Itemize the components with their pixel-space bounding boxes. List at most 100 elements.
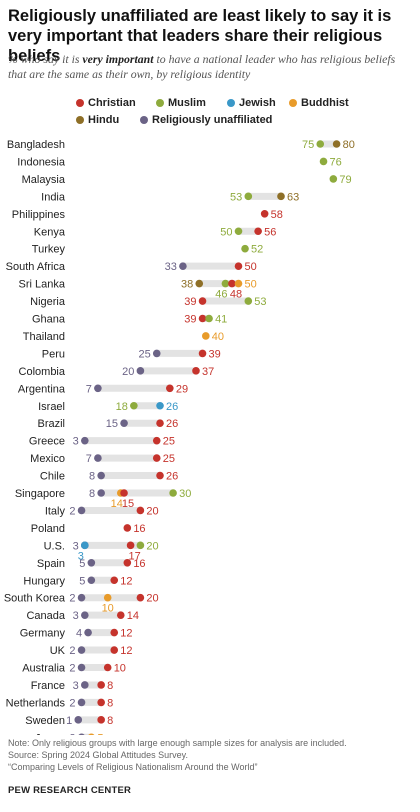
- country-label: Canada: [26, 610, 65, 622]
- unaffiliated-dot: [74, 716, 83, 724]
- christian-value-label: 8: [107, 680, 113, 692]
- unaffiliated-value-label: 15: [106, 418, 118, 430]
- jewish-dot: [81, 541, 89, 550]
- unaffiliated-dot: [152, 349, 161, 358]
- jewish-value-label: 26: [166, 401, 178, 413]
- christian-value-label: 26: [166, 471, 178, 483]
- legend-item-unaffiliated: Religiously unaffiliated: [140, 114, 272, 126]
- country-label: Indonesia: [17, 156, 66, 168]
- christian-value-label: 16: [133, 558, 145, 570]
- subtitle-text: % who say it is: [8, 52, 83, 66]
- christian-value-label: 10: [114, 663, 126, 675]
- christian-dot: [136, 593, 145, 602]
- subtitle-emphasis: very important: [82, 52, 154, 66]
- unaffiliated-dot: [81, 436, 89, 445]
- muslim-value-label: 30: [179, 488, 191, 500]
- christian-value-label: 17: [128, 550, 140, 562]
- country-label: Japan: [35, 732, 65, 735]
- christian-value-label: 12: [120, 575, 132, 587]
- muslim-dot: [241, 244, 249, 253]
- christian-dot: [234, 262, 243, 270]
- unaffiliated-dot: [81, 611, 89, 619]
- legend-label: Religiously unaffiliated: [152, 114, 273, 126]
- muslim-dot: [136, 541, 145, 550]
- country-label: Germany: [20, 628, 66, 640]
- unaffiliated-value-label: 8: [89, 471, 95, 483]
- unaffiliated-value-label: 33: [165, 261, 177, 273]
- christian-value-label: 56: [264, 226, 276, 238]
- unaffiliated-value-label: 25: [139, 348, 151, 360]
- legend-label: Jewish: [239, 97, 276, 109]
- unaffiliated-dot: [94, 384, 102, 393]
- unaffiliated-value-label: 8: [89, 488, 95, 500]
- legend-item-jewish: Jewish: [227, 97, 276, 109]
- muslim-dot: [329, 175, 338, 183]
- subtitle-text-rest: to have a national leader who has religi…: [8, 52, 396, 81]
- muslim-value-label: 53: [230, 191, 242, 203]
- country-label: Italy: [45, 505, 66, 517]
- country-label: Turkey: [32, 244, 66, 256]
- country-label: Nigeria: [30, 296, 66, 308]
- christian-value-label: 26: [166, 418, 178, 430]
- unaffiliated-value-label: 5: [79, 575, 85, 587]
- source-text: Source: Spring 2024 Global Attitudes Sur…: [8, 750, 188, 760]
- country-label: Malaysia: [22, 174, 66, 186]
- muslim-dot: [205, 314, 213, 323]
- unaffiliated-dot: [120, 419, 128, 428]
- christian-dot: [166, 384, 174, 393]
- unaffiliated-value-label: 3: [73, 436, 79, 448]
- legend-item-hindu: Hindu: [76, 114, 119, 126]
- jewish-dot-icon: [227, 98, 235, 107]
- country-label: Thailand: [23, 331, 65, 343]
- christian-dot: [198, 314, 207, 323]
- unaffiliated-value-label: 2: [69, 505, 75, 517]
- unaffiliated-value-label: 2: [69, 697, 75, 709]
- christian-value-label: 20: [146, 593, 158, 605]
- christian-value-label: 58: [271, 209, 283, 221]
- christian-value-label: 8: [107, 697, 113, 709]
- country-label: South Africa: [6, 261, 66, 273]
- christian-dot: [152, 436, 161, 445]
- country-label: Sri Lanka: [19, 279, 66, 291]
- unaffiliated-dot: [179, 262, 187, 270]
- christian-dot: [198, 349, 207, 358]
- unaffiliated-value-label: 4: [76, 628, 82, 640]
- unaffiliated-value-label: 3: [73, 540, 79, 552]
- unaffiliated-dot: [77, 506, 86, 515]
- legend-item-muslim: Muslim: [156, 97, 206, 109]
- country-label: Sweden: [25, 715, 65, 727]
- christian-value-label: 25: [163, 436, 175, 448]
- brand-logo-text: PEW RESEARCH CENTER: [8, 785, 132, 796]
- christian-value-label: 8: [107, 715, 113, 727]
- muslim-dot-icon: [156, 98, 164, 107]
- report-title: “Comparing Levels of Religious Nationali…: [8, 762, 258, 772]
- country-label: Brazil: [37, 418, 65, 430]
- christian-dot: [254, 227, 262, 236]
- muslim-value-label: 79: [339, 174, 351, 186]
- muslim-dot: [221, 279, 230, 288]
- unaffiliated-value-label: 2: [69, 663, 75, 675]
- buddhist-dot: [234, 279, 243, 288]
- unaffiliated-value-label: 5: [79, 558, 85, 570]
- hindu-value-label: 63: [287, 191, 299, 203]
- buddhist-dot-icon: [289, 98, 297, 107]
- buddhist-dot: [88, 733, 95, 735]
- christian-dot: [136, 506, 145, 515]
- christian-dot: [228, 279, 236, 288]
- muslim-dot: [244, 192, 253, 201]
- muslim-value-label: 20: [146, 540, 158, 552]
- country-label: Spain: [37, 558, 65, 570]
- buddhist-dot: [202, 332, 210, 340]
- unaffiliated-dot: [77, 698, 86, 707]
- country-label: Netherlands: [6, 697, 66, 709]
- unaffiliated-dot: [94, 454, 102, 462]
- unaffiliated-value-label: 2: [69, 732, 75, 735]
- christian-dot: [110, 576, 119, 585]
- unaffiliated-dot: [77, 663, 86, 672]
- country-label: France: [31, 680, 65, 692]
- christian-dot: [156, 471, 164, 480]
- christian-value-label: 12: [120, 628, 132, 640]
- legend: Christian Muslim Jewish Buddhist Hindu R…: [0, 0, 420, 130]
- country-label: U.S.: [44, 540, 65, 552]
- christian-dot: [97, 716, 105, 724]
